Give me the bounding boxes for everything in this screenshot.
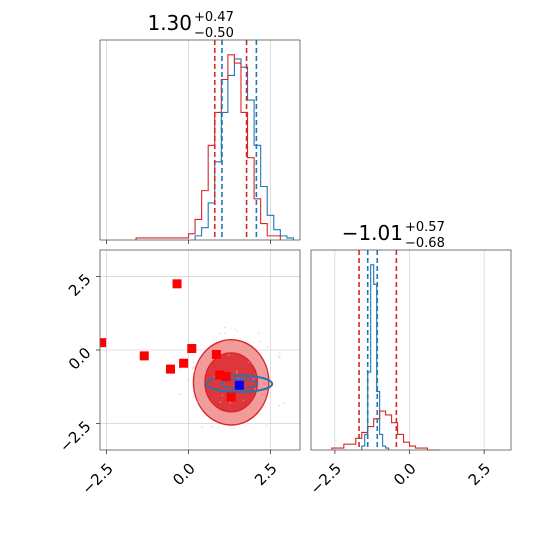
y-tick-label-2: −2.5 [56,417,94,455]
panel-title-value: 1.30 [147,11,192,35]
sample-dot [210,426,213,428]
sample-dot [264,380,267,382]
sample-dot [242,399,245,402]
red-point-3 [172,279,182,289]
histogram-series-red [331,410,440,451]
x-tick-label-2: 2.5 [465,460,495,490]
panel-title-value: −1.01 [342,221,403,245]
panel-title-upper-error: +0.57 [405,220,445,235]
sample-dot [198,391,201,393]
histogram-series-red [135,54,281,240]
sample-dot [187,379,189,381]
sample-dot [266,345,269,348]
red-point-2 [165,364,175,374]
sample-dot [266,424,268,427]
sample-dot [227,354,230,356]
histogram-panel-p2: −2.5 0.0 2.5 −1.01 +0.57−0.68 [307,220,512,498]
sample-dot [201,426,204,428]
histogram-series-blue [361,264,390,450]
red-point-5 [187,344,197,354]
red-point-6 [211,349,221,359]
sample-dot [199,400,201,403]
sample-dot [278,404,280,407]
sample-dot [261,390,264,393]
sample-dot [209,354,212,357]
red-point-9 [226,392,236,402]
sample-dot [179,393,181,396]
axes-frame [310,249,512,451]
sample-dot [236,370,238,372]
x-tick-label-1: 0.0 [169,460,199,490]
sample-dot [258,355,260,358]
sample-dot [234,328,236,331]
sample-dot [217,427,220,429]
sample-dot [252,378,255,380]
sample-dot [229,402,232,404]
red-point-4 [179,358,189,368]
x-tick-label-2: 2.5 [251,460,281,490]
sample-dot [215,407,218,410]
sample-dot [278,351,281,354]
red-point-7 [215,370,225,380]
sample-dot [210,422,213,425]
histogram-series-blue [194,58,294,240]
sample-dot [219,401,222,403]
sample-dot [202,381,204,383]
sample-dot [265,370,268,373]
blue-point [234,380,244,390]
axes-frame [99,39,301,241]
sample-dot [221,394,224,397]
sample-dot [201,403,203,405]
histogram-panel-p1: 1.30 +0.47−0.50 [99,10,301,244]
sample-dot [193,370,196,372]
x-tick-label-1: 0.0 [390,460,420,490]
sample-dot [232,427,235,429]
sample-dot [192,361,195,363]
sample-dot [251,363,254,365]
y-tick-label-1: 0.0 [65,344,95,374]
panel-title-upper-error: +0.47 [194,10,234,25]
scatter-panel-p1-p2: −2.5 0.0 2.5 2.5 0.0 −2.5 [56,249,301,498]
sample-dot [223,332,226,335]
sample-dot [279,355,281,358]
sample-dot [248,361,250,363]
panel-title-lower-error: −0.68 [405,236,445,251]
sample-dot [192,366,195,369]
x-tick-label-0: −2.5 [307,460,345,498]
sample-dot [259,340,261,343]
red-point-0 [100,338,107,348]
sample-dot [253,399,256,401]
sample-dot [236,330,239,333]
sample-dot [219,332,221,335]
blue-density-contour [205,374,274,394]
sample-dot [224,326,227,329]
sample-dot [196,401,199,404]
sample-dot [229,426,232,429]
panel-title-lower-error: −0.50 [194,26,234,41]
x-tick-label-0: −2.5 [78,460,116,498]
red-point-8 [221,371,231,381]
sample-dot [283,402,285,404]
sample-dot [238,346,240,349]
sample-dot [204,372,206,375]
sample-dot [235,372,238,374]
sample-dot [202,376,205,379]
red-point-1 [139,351,149,361]
sample-dot [192,396,195,398]
sample-dot [254,388,257,390]
sample-dot [277,356,280,359]
y-tick-label-0: 2.5 [65,270,95,300]
scatter-content [100,250,300,450]
sample-dot [257,332,260,334]
